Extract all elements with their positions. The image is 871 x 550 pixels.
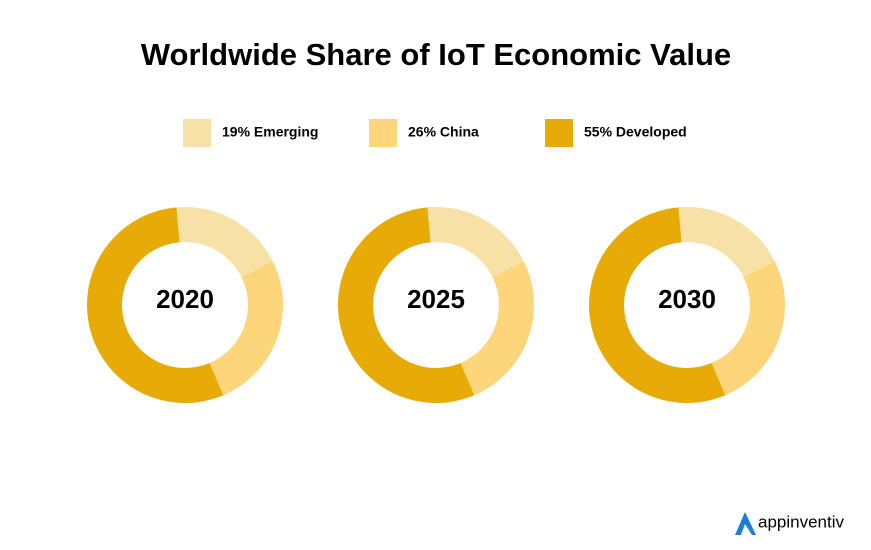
- donut-segment: [427, 207, 524, 277]
- donut-segment: [588, 207, 726, 404]
- donut-segment: [209, 261, 283, 396]
- logo: appinventiv: [735, 512, 845, 535]
- donut-segment: [337, 207, 475, 403]
- chart-title: Worldwide Share of IoT Economic Value: [141, 37, 731, 72]
- logo-icon: [735, 512, 756, 535]
- donut-segment: [460, 261, 534, 396]
- donut-center-label: 2020: [156, 284, 214, 314]
- donut-segment: [86, 207, 224, 404]
- legend-swatch: [369, 119, 397, 147]
- legend-label: 19% Emerging: [222, 124, 318, 140]
- donut-segment: [678, 207, 775, 277]
- donut-segment: [176, 207, 273, 277]
- donut-center-label: 2030: [658, 284, 716, 314]
- legend-swatch: [183, 119, 211, 147]
- donut-segment: [711, 261, 785, 396]
- donut-center-label: 2025: [407, 284, 465, 314]
- legend-label: 26% China: [408, 124, 479, 140]
- legend-swatch: [545, 119, 573, 147]
- logo-text: appinventiv: [758, 512, 845, 531]
- legend-label: 55% Developed: [584, 124, 687, 140]
